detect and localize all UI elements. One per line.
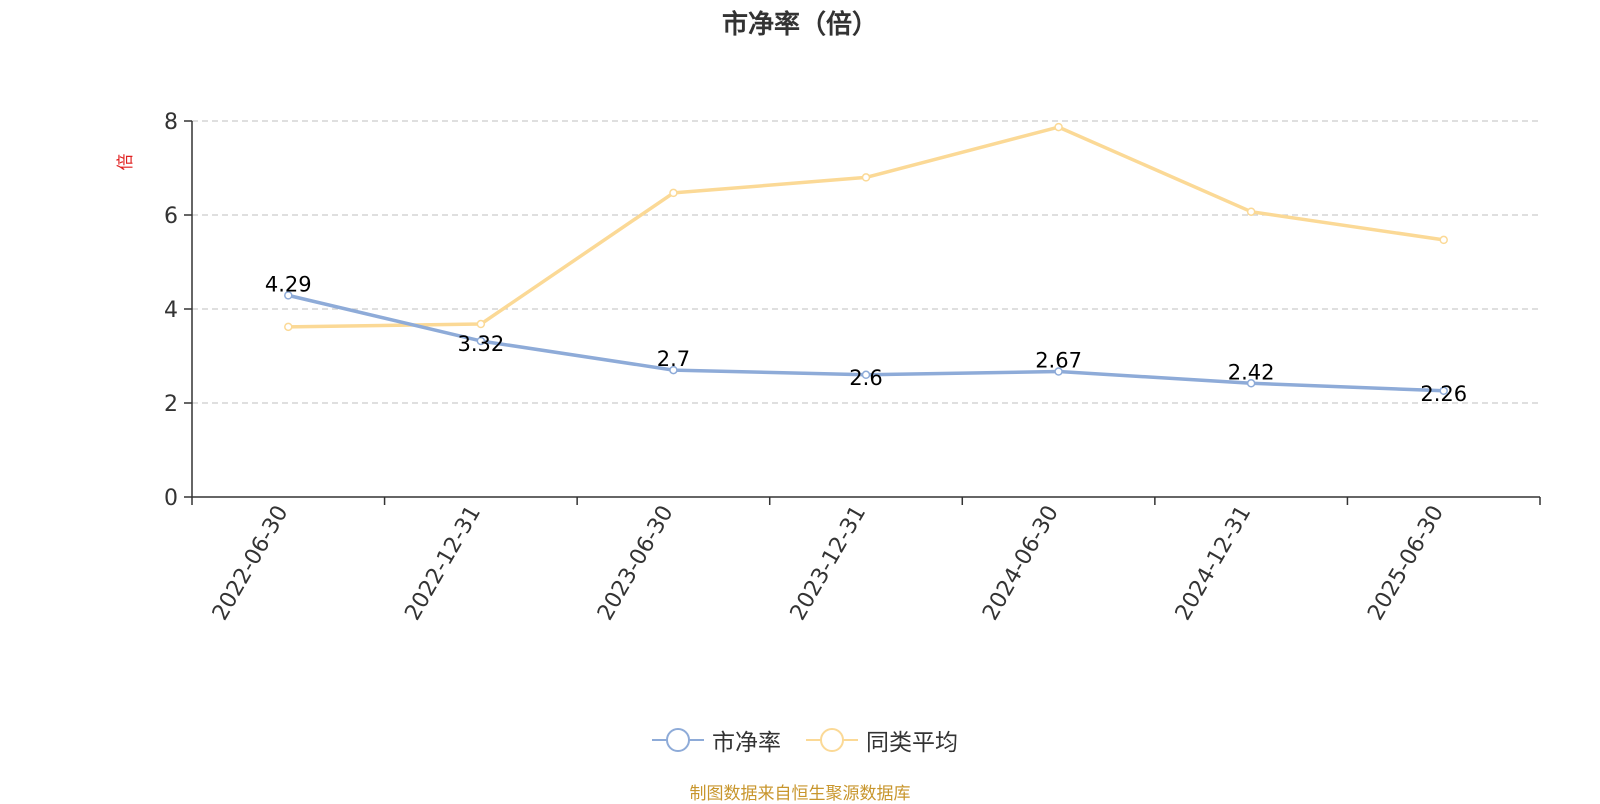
data-label: 2.6 [849, 366, 882, 390]
series [284, 122, 1448, 396]
data-point-1 [1054, 122, 1063, 132]
data-point-0 [1246, 379, 1256, 388]
x-tick-label: 2023-12-31 [786, 502, 872, 625]
data-label: 2.26 [1420, 382, 1467, 406]
data-point-0 [1054, 367, 1063, 376]
grid-lines [192, 120, 1540, 404]
y-tick-label: 8 [164, 110, 178, 135]
data-point-1 [669, 188, 678, 198]
legend-item-1[interactable]: 同类平均 [806, 722, 958, 758]
data-point-0 [1439, 386, 1448, 396]
chart-title: 市净率（倍） [721, 10, 878, 40]
x-tick-label: 2025-06-30 [1363, 502, 1449, 625]
legend-line-circle-icon [652, 728, 704, 752]
data-source-note: 制图数据来自恒生聚源数据库 [689, 784, 911, 804]
data-point-0 [476, 336, 486, 346]
data-point-0 [284, 291, 293, 300]
x-tick-label: 2024-12-31 [1171, 502, 1257, 625]
data-point-1 [1439, 235, 1448, 245]
series-line-1 [288, 125, 1444, 329]
data-point-0 [861, 370, 871, 380]
x-tick-label: 2022-12-31 [400, 502, 486, 625]
legend-label-1: 同类平均 [866, 730, 958, 756]
y-tick-label: 4 [164, 298, 178, 323]
data-labels: 4.29 3.32 2.7 2.6 2.67 2.42 2.26 [265, 272, 1467, 405]
data-label: 2.7 [657, 347, 690, 371]
y-tick-label: 2 [164, 392, 178, 417]
data-point-1 [861, 173, 871, 182]
data-point-1 [284, 322, 293, 332]
y-tick-label: 0 [164, 486, 178, 511]
legend-label-0: 市净率 [712, 730, 781, 756]
y-tick-label: 6 [164, 204, 178, 229]
data-point-1 [476, 319, 486, 329]
data-label: 2.67 [1035, 349, 1082, 373]
data-point-0 [669, 365, 678, 375]
data-point-1 [1246, 207, 1256, 216]
legend-item-0[interactable]: 市净率 [652, 722, 781, 758]
data-label: 3.32 [457, 332, 504, 356]
data-label: 4.29 [265, 272, 312, 296]
data-label: 2.42 [1228, 360, 1275, 384]
x-tick-label: 2022-06-30 [208, 502, 294, 625]
y-axis-title: 倍 [116, 154, 136, 171]
legend-line-circle-icon [806, 728, 858, 752]
x-tick-label: 2024-06-30 [978, 502, 1064, 625]
x-tick-label: 2023-06-30 [593, 502, 679, 625]
